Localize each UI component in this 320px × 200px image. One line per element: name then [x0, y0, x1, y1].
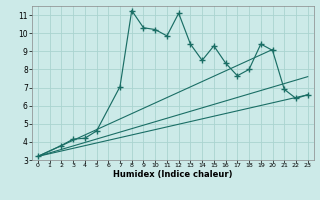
X-axis label: Humidex (Indice chaleur): Humidex (Indice chaleur) — [113, 170, 233, 179]
